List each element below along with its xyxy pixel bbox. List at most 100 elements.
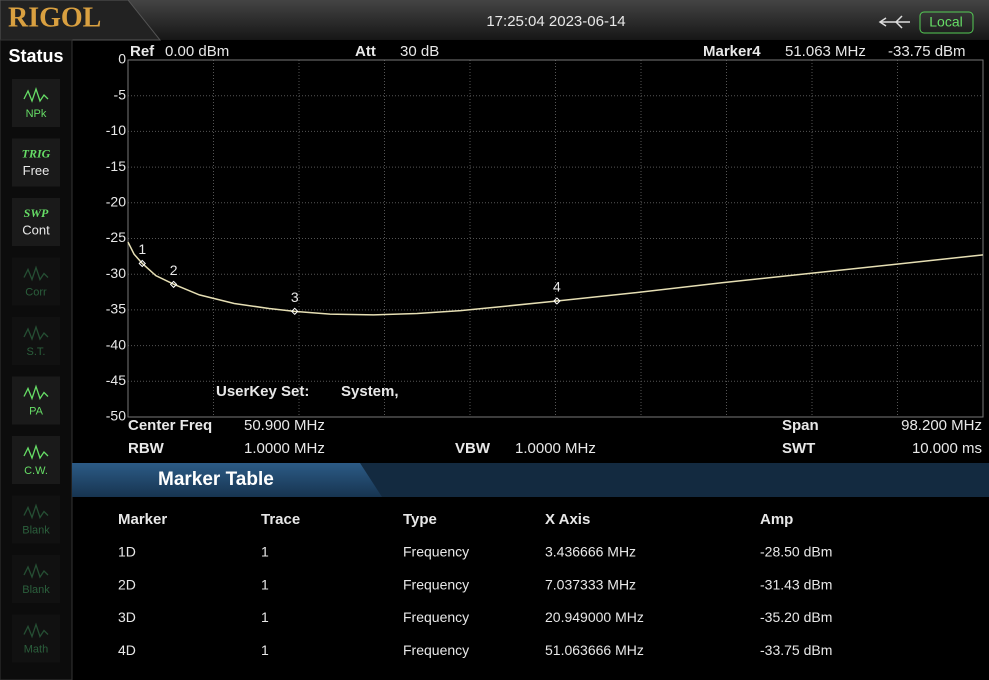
y-tick-label: -25 — [106, 229, 126, 245]
status-icon — [23, 384, 49, 401]
status-item — [12, 138, 60, 187]
table-cell: Frequency — [403, 576, 469, 592]
marker-label: 2 — [170, 262, 178, 278]
column-header: Trace — [261, 511, 300, 528]
table-cell: 7.037333 MHz — [545, 576, 636, 592]
status-item — [12, 495, 60, 544]
logo-plate — [0, 0, 162, 41]
readout: Marker4 — [703, 43, 761, 60]
table-cell: 1 — [261, 576, 269, 592]
status-label: C.W. — [24, 465, 48, 477]
y-tick-label: -35 — [106, 301, 126, 317]
status-label: NPk — [26, 108, 47, 120]
status-icon — [23, 443, 49, 460]
readout: Span — [782, 417, 819, 434]
table-cell: 4D — [118, 642, 136, 658]
readout: 50.900 MHz — [244, 417, 325, 434]
table-cell: 3D — [118, 609, 136, 625]
y-tick-label: -40 — [106, 336, 126, 352]
plot-frame — [127, 59, 984, 418]
marker-label: 4 — [553, 279, 561, 295]
table-cell: 1D — [118, 544, 136, 560]
readout: 98.200 MHz — [901, 417, 982, 434]
table-cell: 20.949000 MHz — [545, 609, 644, 625]
status-icon — [23, 503, 49, 520]
y-tick-label: -5 — [114, 86, 127, 102]
readout: Att — [355, 43, 376, 60]
table-cell: 2D — [118, 576, 136, 592]
column-header: X Axis — [545, 511, 590, 528]
y-tick-label: -30 — [106, 265, 126, 281]
status-item — [12, 614, 60, 663]
status-icon — [23, 86, 49, 103]
status-item — [12, 198, 60, 246]
status-icon — [23, 265, 49, 282]
readout: System, — [341, 383, 399, 400]
usb-icon — [878, 15, 910, 29]
readout: -33.75 dBm — [888, 43, 966, 60]
table-cell: -35.20 dBm — [760, 609, 832, 625]
status-label: Math — [24, 643, 48, 655]
readout: 30 dB — [400, 43, 439, 60]
y-tick-label: -45 — [106, 372, 126, 388]
marker — [169, 280, 178, 289]
table-cell: 1 — [261, 609, 269, 625]
column-header: Amp — [760, 511, 793, 528]
status-item — [12, 317, 60, 365]
readout: VBW — [455, 440, 491, 457]
table-cell: Frequency — [403, 609, 469, 625]
table-cell: Frequency — [403, 544, 469, 560]
readout: RBW — [128, 440, 165, 457]
table-cell: -28.50 dBm — [760, 544, 832, 560]
column-header: Marker — [118, 511, 167, 528]
status-icon — [23, 562, 49, 579]
mode: Local — [929, 14, 962, 30]
readout: 1.0000 MHz — [515, 440, 596, 457]
table-cell: 1 — [261, 642, 269, 658]
y-tick-label: -15 — [106, 158, 126, 174]
readout: 51.063 MHz — [785, 43, 866, 60]
table-cell: 3.436666 MHz — [545, 544, 636, 560]
y-tick-label: 0 — [118, 51, 126, 67]
table-cell: -33.75 dBm — [760, 642, 832, 658]
status-icon — [23, 622, 49, 639]
status-label: PA — [29, 405, 44, 417]
status-label: Corr — [25, 286, 47, 298]
table-tab — [72, 463, 382, 497]
readout: 1.0000 MHz — [244, 440, 325, 457]
readout: 0.00 dBm — [165, 43, 229, 60]
y-tick-label: -10 — [106, 122, 126, 138]
marker-label: 3 — [291, 289, 299, 305]
top-bar — [0, 0, 989, 40]
status-label: SWP — [24, 206, 49, 220]
y-tick-label: -20 — [106, 194, 126, 210]
status-icon — [23, 324, 49, 341]
readout: 10.000 ms — [912, 440, 982, 457]
y-tick-label: -50 — [106, 408, 126, 424]
status-value: Free — [23, 163, 50, 178]
table-cell: 1 — [261, 544, 269, 560]
local-box — [919, 11, 974, 34]
status-label: S.T. — [27, 346, 46, 358]
marker — [291, 307, 299, 316]
status-item — [12, 257, 60, 306]
table-cell: -31.43 dBm — [760, 576, 832, 592]
status-label: Blank — [22, 524, 50, 536]
readout: UserKey Set: — [216, 383, 309, 400]
marker — [553, 297, 561, 305]
column-header: Type — [403, 511, 437, 528]
table-cell: Frequency — [403, 642, 469, 658]
marker-label: 1 — [138, 241, 146, 257]
logo: RIGOL — [8, 2, 101, 33]
table-cell: 51.063666 MHz — [545, 642, 644, 658]
readout: Ref — [130, 43, 155, 60]
status-item — [12, 555, 60, 603]
readout: Center Freq — [128, 417, 212, 434]
status-label: Blank — [22, 584, 50, 596]
trace — [127, 241, 984, 316]
datetime: 17:25:04 2023-06-14 — [486, 13, 625, 30]
status-label: TRIG — [22, 146, 51, 160]
table-title: Marker Table — [158, 469, 274, 490]
marker — [138, 259, 146, 268]
